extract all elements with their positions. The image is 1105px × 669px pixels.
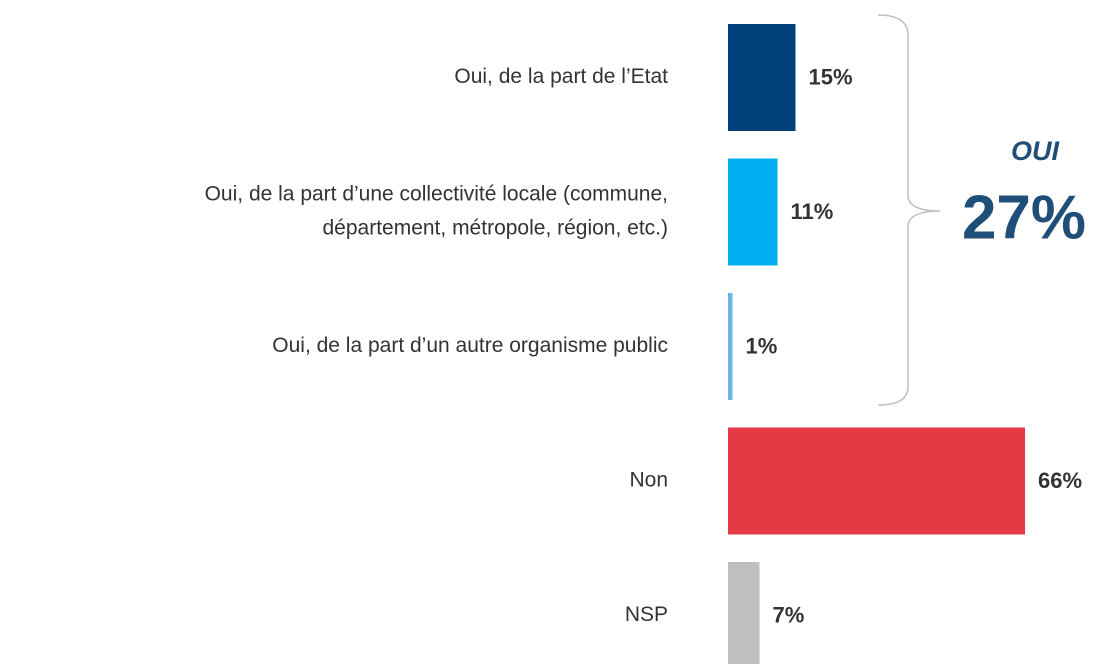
bar bbox=[728, 562, 760, 669]
annotation-value: 27% bbox=[962, 183, 1086, 252]
value-label: 66% bbox=[1038, 468, 1082, 493]
category-label: Oui, de la part d’une collectivité local… bbox=[205, 183, 668, 206]
annotation-label: OUI bbox=[1011, 136, 1060, 166]
category-label: Oui, de la part d’un autre organisme pub… bbox=[272, 334, 668, 357]
value-label: 7% bbox=[773, 602, 805, 627]
category-label: NSP bbox=[625, 603, 668, 626]
bar bbox=[728, 293, 733, 400]
category-label: Oui, de la part de l’Etat bbox=[454, 65, 668, 88]
category-label: Non bbox=[629, 469, 668, 492]
value-label: 11% bbox=[791, 199, 834, 224]
value-label: 15% bbox=[809, 64, 853, 89]
bar bbox=[728, 427, 1025, 535]
category-label: département, métropole, région, etc.) bbox=[322, 217, 668, 240]
value-label: 1% bbox=[746, 333, 778, 358]
bar bbox=[728, 24, 796, 131]
brace bbox=[877, 14, 941, 406]
bar bbox=[728, 158, 778, 266]
